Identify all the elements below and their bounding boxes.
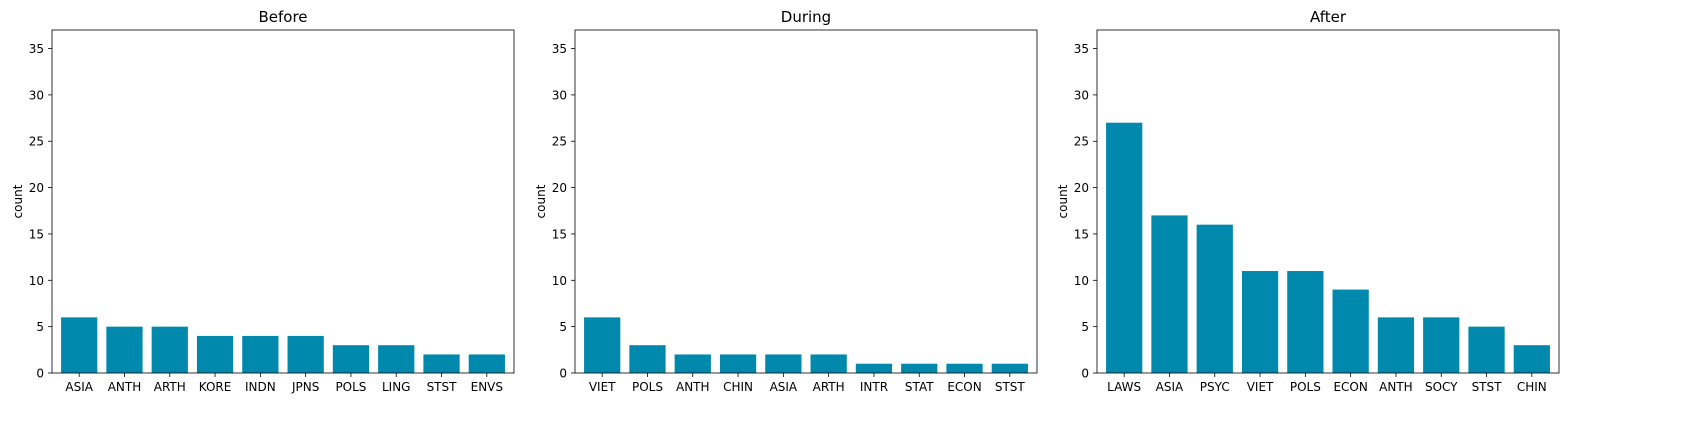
x-tick-label: ASIA <box>1156 380 1184 394</box>
subplot-during: VIET POLS ANTH CHIN ASIA ARTH INTR STAT ECON STST… <box>534 8 1038 394</box>
bar-intr <box>855 363 893 373</box>
bar-stst <box>991 363 1028 373</box>
bar-asia <box>1151 215 1188 373</box>
y-tick-label: 30 <box>552 88 567 102</box>
x-tick-label: ANTH <box>108 380 142 394</box>
y-tick-label: 10 <box>1074 274 1089 288</box>
subplot-after: LAWS ASIA PSYC VIET POLS ECON ANTH SOCY STST CHIN… <box>1056 8 1560 394</box>
x-tick-label: POLS <box>335 380 366 394</box>
x-tick-label: STST <box>995 380 1026 394</box>
bar-pols <box>629 345 666 373</box>
subplot-title: During <box>781 8 831 26</box>
bar-stst <box>1468 326 1505 373</box>
axes-frame <box>1096 29 1560 374</box>
x-tick-label: INTR <box>860 380 888 394</box>
x-tick-label: POLS <box>632 380 663 394</box>
subplot-title: After <box>1310 8 1347 26</box>
y-tick-label: 5 <box>36 320 44 334</box>
bar-viet <box>584 317 621 373</box>
y-tick-label: 25 <box>552 135 567 149</box>
x-tick-label: ARTH <box>813 380 845 394</box>
bar-socy <box>1423 317 1460 373</box>
x-tick-label: LING <box>382 380 411 394</box>
bar-jpns <box>287 335 324 373</box>
x-tick-label: LAWS <box>1107 380 1141 394</box>
x-tick-label: ASIA <box>65 380 93 394</box>
bar-stat <box>901 363 938 373</box>
x-tick-label: JPNS <box>291 380 319 394</box>
y-axis-label: count <box>11 184 25 218</box>
bar-asia <box>61 317 98 373</box>
x-tick-label: STAT <box>905 380 934 394</box>
y-tick-label: 35 <box>1074 42 1089 56</box>
y-tick-label: 20 <box>552 181 567 195</box>
y-tick-label: 10 <box>29 274 44 288</box>
y-tick-label: 10 <box>552 274 567 288</box>
x-tick-label: SOCY <box>1425 380 1458 394</box>
y-tick-label: 0 <box>36 367 44 381</box>
y-tick-label: 15 <box>29 227 44 241</box>
bar-chin <box>719 354 757 373</box>
x-tick-label: ENVS <box>471 380 503 394</box>
x-tick-label: CHIN <box>1517 380 1547 394</box>
subplot-title: Before <box>258 8 307 26</box>
bar-econ <box>946 363 983 373</box>
bar-arth <box>151 326 188 373</box>
bar-psyc <box>1196 224 1233 373</box>
bar-anth <box>106 326 143 373</box>
y-tick-label: 15 <box>552 227 567 241</box>
x-tick-label: ANTH <box>676 380 710 394</box>
x-tick-label: CHIN <box>723 380 753 394</box>
y-tick-label: 20 <box>1074 181 1089 195</box>
x-tick-label: STST <box>1472 380 1503 394</box>
bar-indn <box>242 335 279 373</box>
bar-asia <box>765 354 802 373</box>
bar-pols <box>332 345 370 373</box>
y-tick-label: 5 <box>559 320 567 334</box>
x-tick-label: POLS <box>1290 380 1321 394</box>
bar-pols <box>1287 271 1324 373</box>
y-tick-label: 20 <box>29 181 44 195</box>
axes-frame <box>574 29 1038 374</box>
bar-ling <box>378 345 415 373</box>
y-tick-label: 0 <box>559 367 567 381</box>
bar-envs <box>468 354 505 373</box>
y-tick-label: 35 <box>29 42 44 56</box>
y-tick-label: 30 <box>1074 88 1089 102</box>
bar-anth <box>1377 317 1415 373</box>
y-tick-label: 5 <box>1081 320 1089 334</box>
x-tick-label: ASIA <box>770 380 798 394</box>
bar-econ <box>1332 289 1369 373</box>
y-tick-label: 25 <box>29 135 44 149</box>
x-tick-label: VIET <box>589 380 616 394</box>
x-tick-label: ECON <box>947 380 981 394</box>
x-tick-label: INDN <box>245 380 276 394</box>
bar-laws <box>1106 122 1143 373</box>
axes-frame <box>51 29 515 374</box>
x-tick-label: ECON <box>1333 380 1367 394</box>
bar-stst <box>423 354 460 373</box>
bar-kore <box>196 335 234 373</box>
y-tick-label: 15 <box>1074 227 1089 241</box>
y-axis-label: count <box>1056 184 1070 218</box>
x-tick-label: ARTH <box>154 380 186 394</box>
bar-chin <box>1513 345 1550 373</box>
y-tick-label: 25 <box>1074 135 1089 149</box>
x-tick-label: PSYC <box>1200 380 1230 394</box>
y-tick-label: 0 <box>1081 367 1089 381</box>
x-tick-label: VIET <box>1247 380 1274 394</box>
bar-viet <box>1241 271 1279 373</box>
bar-arth <box>810 354 847 373</box>
y-axis-label: count <box>534 184 548 218</box>
x-tick-label: ANTH <box>1379 380 1413 394</box>
y-tick-label: 35 <box>552 42 567 56</box>
subplot-before: ASIA ANTH ARTH KORE INDN JPNS POLS LING STST ENVS… <box>11 8 515 394</box>
bar-anth <box>674 354 711 373</box>
y-tick-label: 30 <box>29 88 44 102</box>
x-tick-label: KORE <box>199 380 232 394</box>
x-tick-label: STST <box>427 380 458 394</box>
